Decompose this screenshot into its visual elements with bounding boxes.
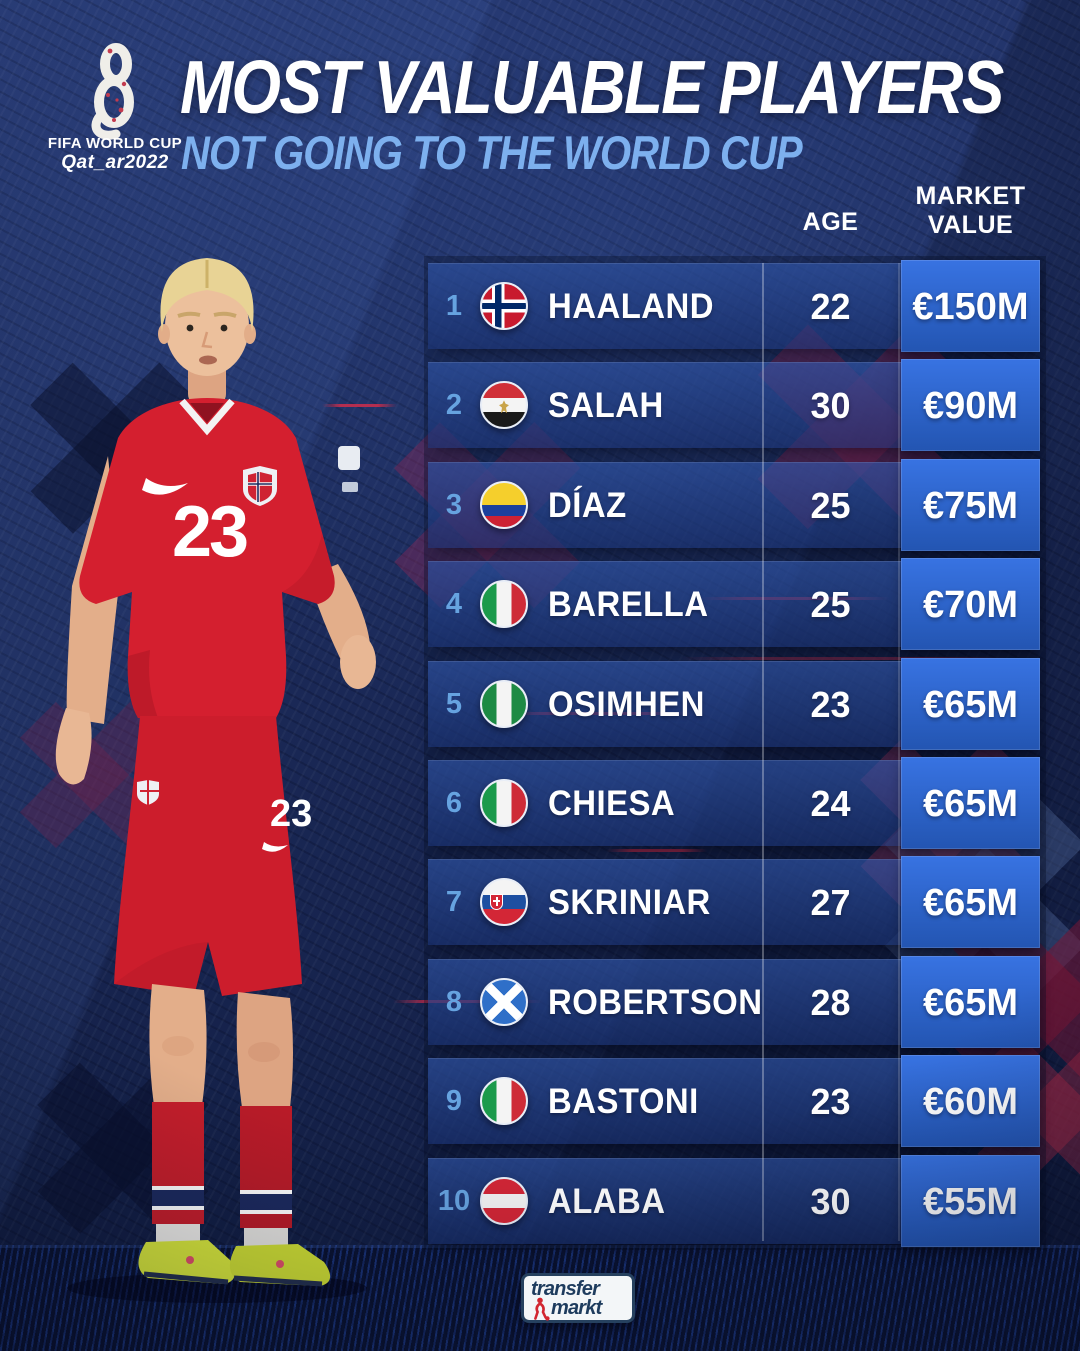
player-name: BASTONI xyxy=(548,1082,699,1122)
egypt-flag-icon xyxy=(480,381,528,430)
market-value-header-line2: VALUE xyxy=(927,211,1014,239)
rank-label: 9 xyxy=(445,1085,463,1118)
transfermarkt-logo-line1: transfer xyxy=(531,1278,600,1300)
market-value-cell: €60M xyxy=(901,1055,1040,1148)
market-value-cell: €65M xyxy=(901,657,1040,750)
player-age: 30 xyxy=(810,1180,851,1222)
market-value: €60M xyxy=(922,1081,1019,1124)
italy-flag-icon xyxy=(480,1077,528,1126)
market-value: €55M xyxy=(922,1180,1019,1223)
market-value: €65M xyxy=(922,882,1019,925)
market-value: €65M xyxy=(922,981,1019,1024)
market-value: €70M xyxy=(922,584,1019,627)
rank-label: 3 xyxy=(445,488,463,521)
table-row: 1 HAALAND 22 €150M xyxy=(428,260,1040,352)
table-row: 5 OSIMHEN 23 €65M xyxy=(428,657,1040,750)
market-value-cell: €65M xyxy=(901,955,1040,1048)
austria-flag-icon xyxy=(480,1176,528,1225)
table-row: 7 SKRINIAR 27 €65M xyxy=(428,856,1040,949)
market-value-cell: €65M xyxy=(901,757,1040,849)
rank-label: 4 xyxy=(445,588,463,621)
page-title: MOST VALUABLE PLAYERS xyxy=(180,45,1004,129)
player-name: ROBERTSON xyxy=(548,982,763,1022)
scotland-flag-icon xyxy=(480,977,528,1026)
rank-label: 1 xyxy=(445,290,463,322)
player-name: ALABA xyxy=(548,1181,666,1221)
player-age: 27 xyxy=(810,882,851,924)
fifa-logo-year-text: Qat_ar2022 xyxy=(61,152,169,173)
page-subtitle: NOT GOING TO THE WORLD CUP xyxy=(181,126,803,179)
rank-label: 6 xyxy=(445,787,463,819)
market-value: €90M xyxy=(922,385,1019,428)
market-value: €150M xyxy=(912,286,1029,328)
market-value-header-line1: MARKET xyxy=(915,182,1026,210)
value-column-divider xyxy=(898,263,900,1241)
rank-label: 7 xyxy=(445,886,463,919)
colombia-flag-icon xyxy=(480,480,528,529)
market-value-cell: €150M xyxy=(901,260,1040,352)
player-name: SALAH xyxy=(548,386,664,426)
italy-flag-icon xyxy=(480,779,528,827)
player-name: BARELLA xyxy=(548,585,709,625)
player-name: SKRINIAR xyxy=(548,883,711,923)
market-value-column-header: MARKET VALUE xyxy=(901,182,1040,240)
market-value-cell: €75M xyxy=(901,458,1040,551)
rank-label: 8 xyxy=(445,985,463,1018)
table-row: 4 BARELLA 25 €70M xyxy=(428,558,1040,651)
rank-label: 5 xyxy=(445,687,463,720)
player-name: CHIESA xyxy=(548,784,676,823)
market-value-cell: €65M xyxy=(901,856,1040,949)
player-age: 23 xyxy=(810,683,851,725)
player-age: 30 xyxy=(810,385,851,427)
market-value-cell: €55M xyxy=(901,1154,1040,1247)
table-row: 8 ROBERTSON 28 €65M xyxy=(428,955,1040,1048)
rank-label: 2 xyxy=(445,389,463,422)
fifa-world-cup-logo: FIFA WORLD CUP Qat_ar2022 xyxy=(40,38,190,188)
nigeria-flag-icon xyxy=(480,679,528,728)
player-name: OSIMHEN xyxy=(548,684,705,724)
market-value: €65M xyxy=(922,783,1019,825)
player-age: 23 xyxy=(810,1081,851,1123)
player-age: 24 xyxy=(810,783,851,824)
market-value-cell: €90M xyxy=(901,359,1040,452)
slovakia-flag-icon xyxy=(480,878,528,927)
fifa-logo-ribbon xyxy=(91,43,134,140)
rank-label: 10 xyxy=(437,1184,471,1217)
transfermarkt-logo-line2: markt xyxy=(551,1297,602,1319)
player-age: 25 xyxy=(810,584,851,626)
table-row: 10 ALABA 30 €55M xyxy=(428,1154,1040,1247)
norway-flag-icon xyxy=(480,282,528,330)
table-row: 9 BASTONI 23 €60M xyxy=(428,1055,1040,1148)
fifa-logo-text: FIFA WORLD CUP xyxy=(47,135,183,152)
market-value-cell: €70M xyxy=(901,558,1040,651)
svg-text:23: 23 xyxy=(270,793,312,835)
table-row: 6 CHIESA 24 €65M xyxy=(428,757,1040,849)
player-age: 22 xyxy=(810,286,851,327)
player-age: 25 xyxy=(810,484,851,526)
table-row: 3 DÍAZ 25 €75M xyxy=(428,458,1040,551)
age-column-header: AGE xyxy=(802,208,859,236)
age-column-divider xyxy=(762,263,764,1241)
svg-text:23: 23 xyxy=(172,492,247,572)
player-name: DÍAZ xyxy=(548,485,627,525)
market-value: €75M xyxy=(922,484,1019,527)
haaland-player-photo: 23 23 xyxy=(55,258,376,1303)
player-name: HAALAND xyxy=(548,287,714,326)
market-value: €65M xyxy=(922,683,1019,726)
transfermarkt-kicker-icon xyxy=(534,1297,550,1321)
italy-flag-icon xyxy=(480,580,528,629)
transfermarkt-logo: transfer markt xyxy=(521,1273,635,1323)
player-age: 28 xyxy=(810,981,851,1023)
table-row: 2 SALAH 30 €90M xyxy=(428,359,1040,452)
